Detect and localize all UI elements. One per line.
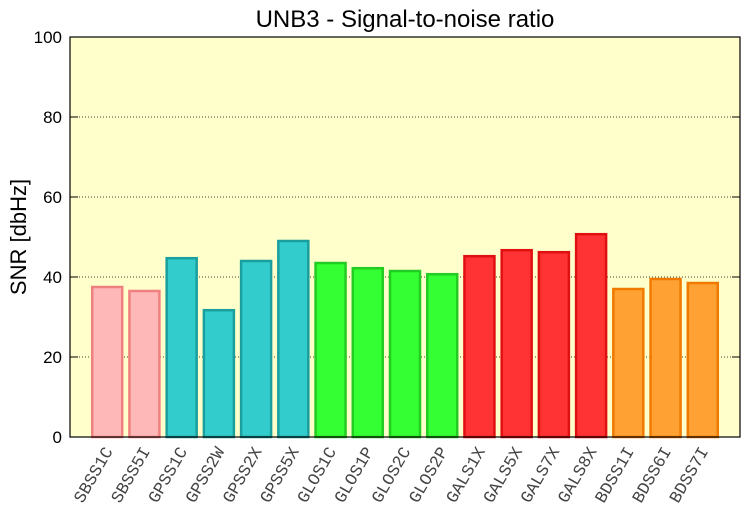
y-tick-label: 0: [53, 428, 62, 447]
bar: [500, 248, 533, 439]
bar: [388, 269, 422, 439]
bar: [202, 308, 236, 439]
bar: [463, 254, 496, 439]
bar: [351, 266, 385, 439]
bar: [165, 256, 198, 439]
y-tick-label: 100: [34, 28, 62, 47]
chart-title: UNB3 - Signal-to-noise ratio: [256, 6, 555, 33]
y-tick-label: 80: [43, 108, 62, 127]
y-tick-label: 40: [43, 268, 62, 287]
y-tick-label: 60: [43, 188, 62, 207]
y-tick-label: 20: [43, 348, 62, 367]
bar: [128, 289, 161, 439]
bar: [686, 281, 720, 439]
bar: [649, 277, 682, 439]
bar: [537, 250, 571, 439]
bar: [239, 259, 273, 439]
y-axis-label: SNR [dbHz]: [6, 179, 31, 295]
bar: [612, 287, 645, 439]
bar: [574, 232, 608, 439]
bar: [90, 285, 124, 439]
bar: [277, 239, 310, 439]
plot-frame: [69, 36, 741, 438]
bar: [314, 261, 347, 439]
bar: [425, 272, 459, 439]
